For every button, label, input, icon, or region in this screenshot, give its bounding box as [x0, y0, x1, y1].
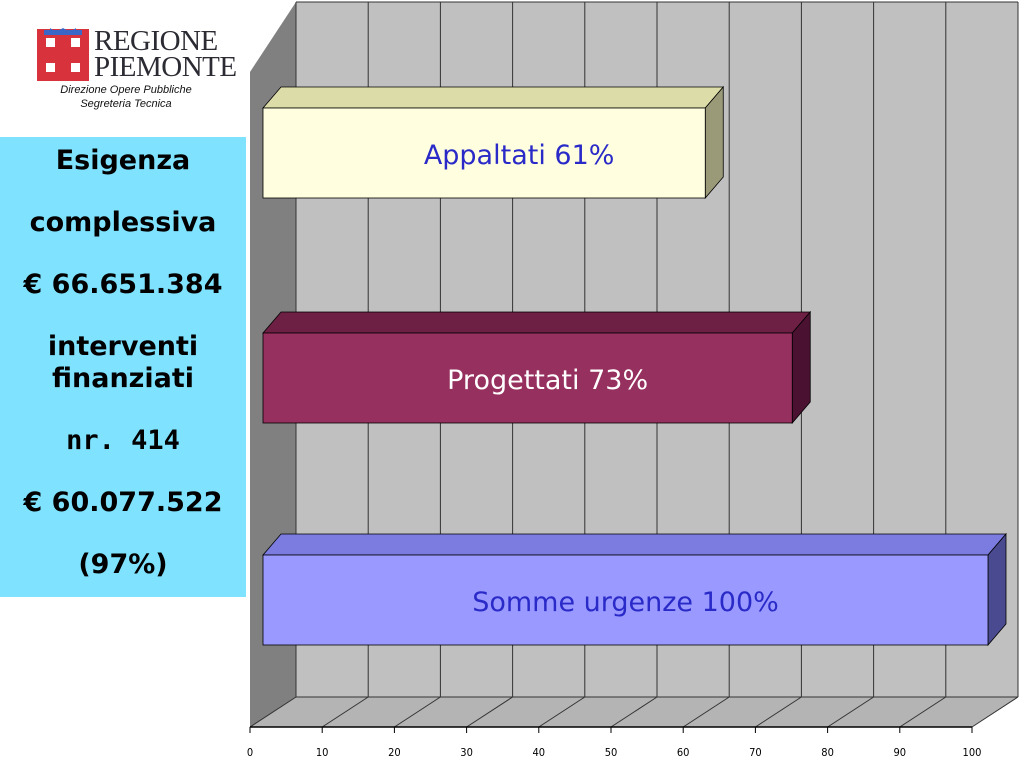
- regione-piemonte-logo: [37, 28, 89, 81]
- logo-wordmark: REGIONE PIEMONTE: [94, 25, 237, 83]
- bar-front-face: [262, 107, 706, 199]
- gridline-floor: [249, 696, 297, 728]
- funded-interventions-label-1: interventi: [47, 331, 199, 362]
- funded-interventions-label-2: finanziati: [51, 363, 195, 394]
- x-tick-label: 10: [316, 746, 329, 759]
- x-tick-label: 90: [894, 746, 907, 759]
- bar-label: Progettati 73%: [447, 365, 648, 396]
- x-tick-label: 80: [821, 746, 834, 759]
- bar-1: Appaltati 61%: [262, 85, 725, 200]
- funded-amount: € 60.077.522: [23, 487, 223, 518]
- total-requirement-amount: € 66.651.384: [23, 269, 223, 300]
- x-tick-label: 20: [388, 746, 401, 759]
- bar-top-face: [262, 86, 725, 109]
- gridline-floor: [899, 696, 947, 728]
- department-office: Segreteria Tecnica: [80, 98, 172, 110]
- funded-interventions-count: nr. 414: [66, 425, 180, 456]
- gridline-floor: [682, 696, 730, 728]
- bar-front-face: [262, 332, 793, 424]
- gridline-floor: [971, 696, 1019, 728]
- summary-panel: Esigenza complessiva € 66.651.384 interv…: [0, 137, 246, 597]
- gridline-floor: [538, 696, 586, 728]
- bar-3: Somme urgenze 100%: [262, 532, 1007, 647]
- logo-line-piemonte: PIEMONTE: [94, 51, 237, 83]
- x-tick-label: 60: [677, 746, 690, 759]
- bar-top-face: [262, 311, 812, 334]
- gridline-floor: [827, 696, 874, 728]
- x-tick-label: 70: [749, 746, 762, 759]
- x-tick-label: 40: [533, 746, 546, 759]
- summary-heading-1: Esigenza: [55, 145, 191, 176]
- bar-top-face: [262, 533, 1007, 556]
- bar-label: Somme urgenze 100%: [472, 587, 779, 618]
- x-tick-label: 30: [460, 746, 473, 759]
- summary-heading-2: complessiva: [29, 207, 217, 238]
- x-tick-label: 0: [247, 746, 253, 759]
- bar-2: Progettati 73%: [262, 310, 812, 425]
- logo-line-regione: REGIONE: [94, 25, 218, 57]
- gridline-floor: [610, 696, 658, 728]
- x-tick-label: 100: [963, 746, 982, 759]
- gridline-floor: [321, 696, 369, 728]
- x-tick-label: 50: [605, 746, 618, 759]
- funded-percentage: (97%): [78, 549, 168, 580]
- department-name: Direzione Opere Pubbliche: [60, 84, 192, 96]
- gridline-floor: [755, 696, 802, 728]
- gridline-floor: [394, 696, 441, 728]
- gridline-floor: [466, 696, 513, 728]
- bar-label: Appaltati 61%: [424, 140, 615, 171]
- bar-front-face: [262, 554, 989, 646]
